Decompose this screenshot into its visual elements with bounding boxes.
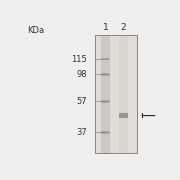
Bar: [101, 100, 110, 103]
Text: 115: 115: [71, 55, 87, 64]
Text: 1: 1: [103, 23, 108, 32]
Text: 98: 98: [76, 70, 87, 79]
Bar: [95, 35, 137, 153]
Bar: [101, 131, 110, 134]
Bar: [101, 73, 110, 76]
Bar: [119, 35, 128, 153]
Text: 57: 57: [76, 97, 87, 106]
Bar: [119, 113, 128, 118]
Bar: [95, 35, 137, 153]
Text: 37: 37: [76, 128, 87, 137]
Bar: [101, 35, 110, 153]
Text: 2: 2: [120, 23, 126, 32]
Bar: [101, 58, 110, 60]
Text: KDa: KDa: [27, 26, 44, 35]
